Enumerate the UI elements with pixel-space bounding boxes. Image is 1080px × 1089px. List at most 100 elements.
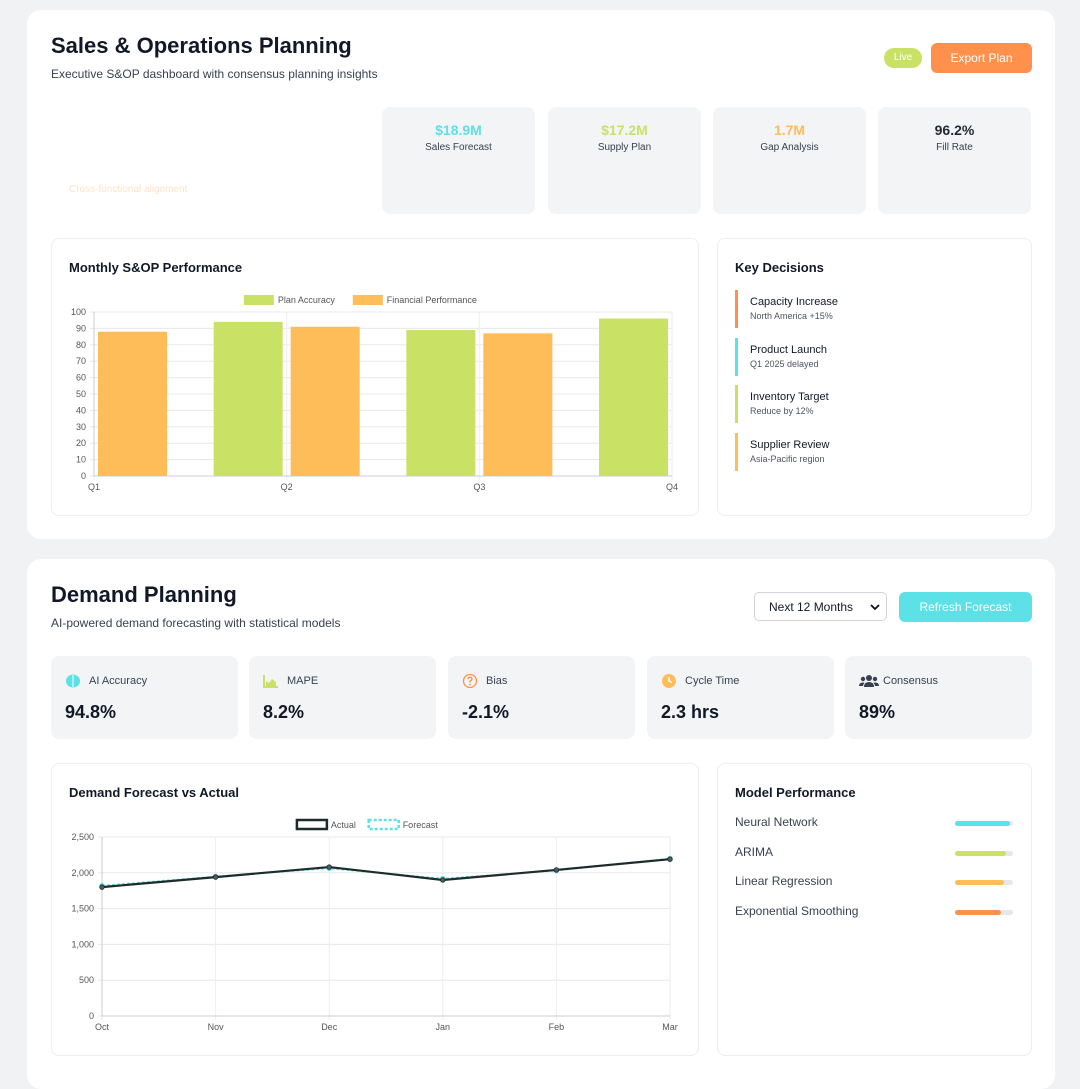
- metric-card: Cycle Time 2.3 hrs: [647, 656, 834, 739]
- y-tick-label: 2,000: [71, 868, 94, 878]
- demand-title: Demand Planning: [51, 582, 237, 607]
- kpi-card: $17.2M Supply Plan: [548, 107, 701, 214]
- kpi-card: 96.2% Fill Rate: [878, 107, 1031, 214]
- period-select[interactable]: Next 12 Months: [754, 592, 887, 621]
- model-row: Exponential Smoothing: [735, 904, 1015, 924]
- decisions-panel: [717, 238, 1032, 516]
- kpi-card: 1.7M Gap Analysis: [713, 107, 866, 214]
- metric-label: Consensus: [883, 675, 939, 687]
- point: [326, 864, 332, 870]
- y-tick-label: 0: [81, 471, 86, 481]
- models-title: Model Performance: [735, 785, 856, 800]
- metric-card: Consensus 89%: [845, 656, 1032, 739]
- x-tick-label: Mar: [662, 1022, 678, 1032]
- question-icon: [462, 673, 478, 689]
- metric-value: -2.1%: [462, 702, 510, 722]
- point: [553, 867, 560, 873]
- metric-label: Cycle Time: [685, 675, 740, 687]
- line-panel: [51, 763, 699, 1056]
- model-name: Exponential Smoothing: [735, 904, 859, 919]
- decision-detail: Reduce by 12%: [750, 406, 814, 416]
- model-bar: [955, 850, 1007, 856]
- y-tick-label: 60: [76, 373, 86, 383]
- line: [101, 858, 671, 889]
- legend-label: Financial Performance: [387, 295, 477, 305]
- bar: [290, 326, 360, 476]
- point: [212, 874, 219, 880]
- legend-label: Forecast: [403, 820, 439, 830]
- model-track: [955, 910, 1013, 916]
- y-tick-label: 50: [76, 389, 86, 399]
- decision: Inventory Target Reduce by 12%: [735, 385, 985, 423]
- y-tick-label: 1,500: [71, 904, 94, 914]
- model-track: [955, 850, 1013, 856]
- metric-value: 94.8%: [65, 702, 117, 722]
- y-tick-label: 2,500: [71, 832, 94, 842]
- model-row: Neural Network: [735, 815, 1015, 835]
- model-name: ARIMA: [735, 844, 774, 859]
- model-track: [955, 821, 1013, 826]
- y-tick-label: 70: [76, 356, 86, 366]
- metric-value: 89%: [859, 702, 896, 722]
- export-button[interactable]: Export Plan: [931, 43, 1032, 73]
- metric-card: MAPE 8.2%: [249, 656, 436, 739]
- x-tick-label: Jan: [436, 1022, 451, 1032]
- bar: [406, 330, 476, 476]
- refresh-button[interactable]: Refresh Forecast: [899, 592, 1032, 622]
- demand-subtitle: AI-powered demand forecasting with stati…: [51, 616, 341, 630]
- model-name: Linear Regression: [735, 874, 833, 889]
- metric-card: AI Accuracy 94.8%: [51, 656, 238, 739]
- kpi-label: Fill Rate: [936, 142, 973, 153]
- kpi-value: $18.9M: [435, 122, 482, 138]
- model-name: Neural Network: [735, 815, 818, 829]
- x-tick-label: Q2: [281, 482, 293, 492]
- decision: Supplier Review Asia-Pacific region: [735, 432, 985, 471]
- x-tick-label: Feb: [549, 1022, 565, 1032]
- decision: Product Launch Q1 2025 delayed: [735, 337, 985, 376]
- kpi-value: 1.7M: [773, 122, 806, 138]
- legend-swatch: [367, 818, 400, 831]
- metric-value: 8.2%: [263, 702, 305, 722]
- line-chart: 0 500 1,000 1,500 2,000 2,500 Oct Nov Dec Jan Feb M…: [71, 818, 678, 1032]
- note: Cross-functional alignment: [69, 184, 188, 195]
- x-tick-label: Oct: [95, 1022, 110, 1032]
- model-bar: [955, 880, 1005, 886]
- legend-label: Plan Accuracy: [278, 295, 336, 305]
- kpi-label: Gap Analysis: [760, 142, 819, 153]
- metric-card: Bias -2.1%: [448, 656, 635, 739]
- y-tick-label: 10: [76, 455, 86, 465]
- kpi-value: $17.2M: [601, 122, 648, 138]
- bar: [213, 321, 283, 476]
- model-bar: [955, 910, 1002, 916]
- y-tick-label: 80: [76, 340, 86, 350]
- metric-label: Bias: [486, 675, 508, 687]
- point: [440, 877, 446, 883]
- point: [99, 884, 105, 890]
- model-bar: [955, 821, 1010, 826]
- decision-title: Supplier Review: [750, 438, 830, 451]
- metric-value: 2.3 hrs: [661, 702, 720, 722]
- kpi-label: Supply Plan: [597, 142, 652, 153]
- bar: [98, 331, 167, 476]
- decisions-title: Key Decisions: [735, 260, 824, 275]
- clock-icon: [662, 674, 676, 688]
- decision-detail: Q1 2025 delayed: [750, 358, 819, 369]
- live-badge: Live: [884, 48, 922, 68]
- model-row: Linear Regression: [735, 874, 1015, 894]
- decision: Capacity Increase North America +15%: [735, 290, 985, 328]
- chart-icon: [263, 675, 278, 688]
- bar: [599, 318, 668, 476]
- decision-detail: North America +15%: [750, 311, 833, 321]
- point: [667, 856, 673, 862]
- decision-detail: Asia-Pacific region: [750, 453, 825, 464]
- metric-label: AI Accuracy: [89, 675, 148, 687]
- bar-chart: 0 10 20 30 40 50 60 70 80 90 100 Q1 Q2 Q3 Q4 Plan Accur…: [71, 295, 678, 492]
- y-tick-label: 100: [71, 307, 86, 317]
- x-tick-label: Dec: [321, 1022, 338, 1032]
- decision-title: Inventory Target: [750, 391, 829, 403]
- model-row: ARIMA: [735, 845, 1015, 865]
- y-tick-label: 90: [76, 323, 86, 333]
- chart-title: Monthly S&OP Performance: [69, 260, 243, 275]
- kpi-card: $18.9M Sales Forecast: [382, 107, 535, 214]
